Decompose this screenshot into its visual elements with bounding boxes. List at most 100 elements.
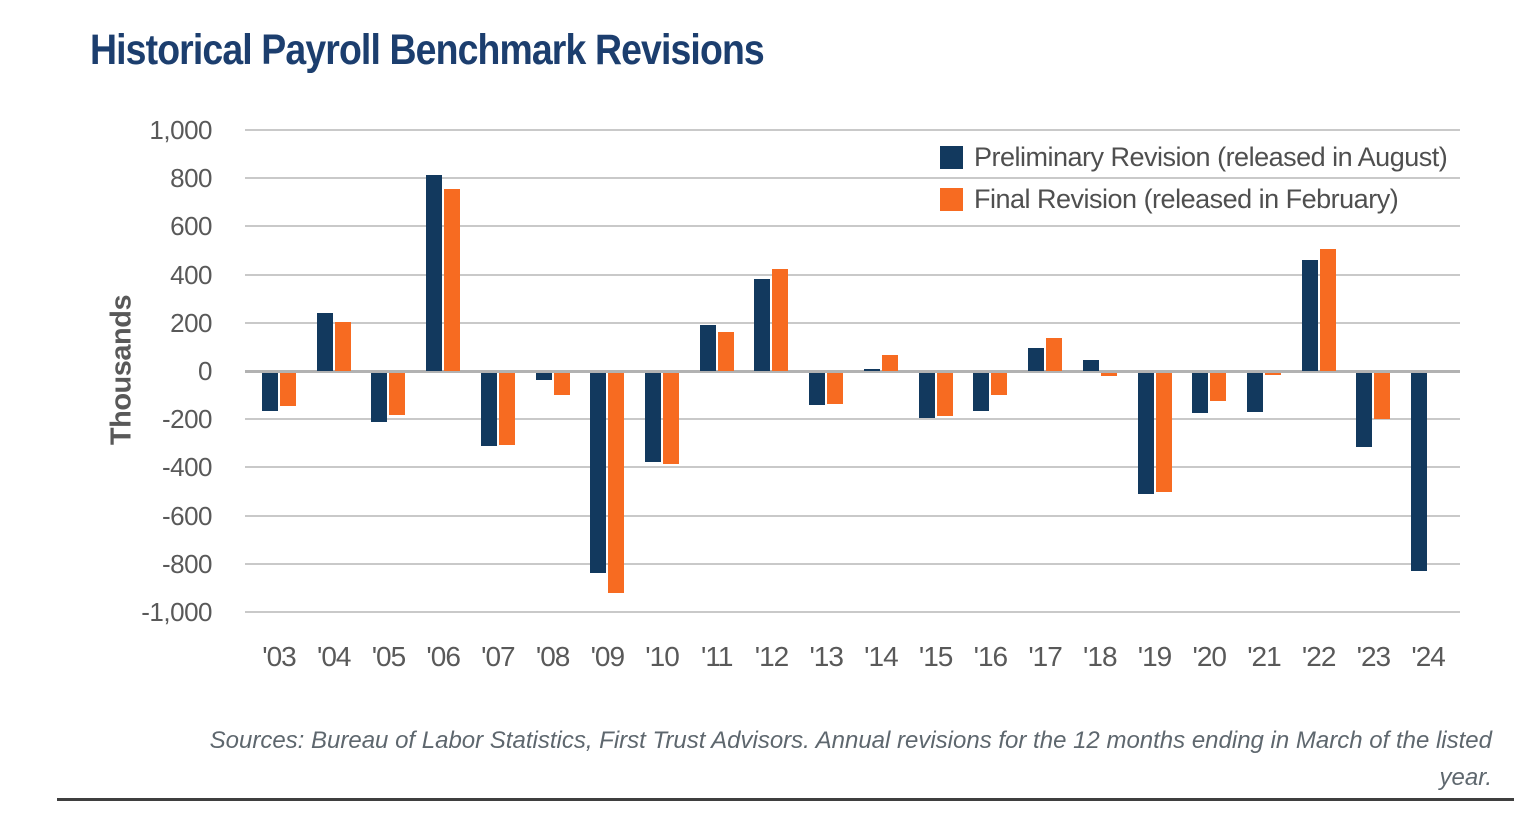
x-tick-label: '18 [1083,641,1118,672]
plot-area [245,129,1460,613]
bar-final-19 [1155,372,1172,492]
x-tick-label: '10 [645,641,680,672]
bar-final-17 [1046,338,1063,371]
gridline [245,514,1460,517]
y-tick-label: -600 [161,500,213,531]
gridline [245,225,1460,228]
bar-preliminary-22 [1301,260,1318,371]
bar-preliminary-11 [699,325,716,371]
y-tick-label: -200 [161,404,213,435]
source-note-line2: year. [1439,764,1492,791]
bar-final-22 [1319,249,1336,371]
gridline [245,321,1460,324]
x-tick-label: '09 [590,641,626,672]
bar-preliminary-16 [973,372,990,412]
legend-item-preliminary: Preliminary Revision (released in August… [938,140,1456,175]
x-tick-label: '20 [1192,641,1227,672]
x-tick-label: '03 [262,641,297,672]
y-tick-label: -800 [161,548,213,579]
bar-final-23 [1374,372,1391,420]
y-axis-tick-labels: 1,000 800 600 400 200 0 -200 -400 -600 -800 -1,000 [100,0,212,826]
source-note-line1: Sources: Bureau of Labor Statistics, Fir… [209,727,1492,754]
bar-preliminary-24 [1411,372,1428,572]
gridline [245,129,1460,131]
bar-preliminary-07 [480,372,497,446]
bar-final-05 [389,372,406,415]
bar-final-09 [608,372,625,593]
bar-final-10 [663,372,680,465]
gridline [245,273,1460,276]
x-tick-label: '16 [973,641,1009,672]
x-tick-label: '11 [701,641,733,672]
bar-final-06 [444,189,461,371]
bar-preliminary-10 [645,372,662,462]
bar-preliminary-05 [371,372,388,422]
x-tick-label: '14 [864,641,899,672]
x-tick-label: '19 [1137,641,1173,672]
x-tick-label: '08 [535,641,571,672]
legend: Preliminary Revision (released in August… [938,140,1456,224]
y-tick-label: -400 [161,452,213,483]
bar-preliminary-03 [262,372,278,412]
x-tick-label: '23 [1356,641,1392,672]
y-tick-label: -1,000 [141,597,212,627]
bar-final-12 [772,268,789,371]
bar-final-20 [1210,372,1227,402]
final-swatch-icon [940,188,963,211]
bar-preliminary-14 [863,368,880,371]
x-tick-label: '06 [426,641,461,672]
bar-preliminary-06 [426,174,443,371]
bottom-divider [57,798,1514,801]
x-tick-label: '05 [371,641,407,672]
x-tick-label: '21 [1247,641,1282,672]
bar-final-14 [881,355,898,371]
bar-preliminary-04 [316,313,333,371]
y-tick-label: 0 [198,356,212,386]
bar-final-11 [717,332,734,371]
y-tick-label: 200 [170,307,212,338]
bar-preliminary-18 [1082,360,1099,371]
legend-label-final: Final Revision (released in February) [974,184,1399,214]
bar-final-08 [553,372,570,396]
bar-final-21 [1264,372,1281,375]
bar-preliminary-19 [1137,372,1154,495]
bar-preliminary-09 [590,372,607,573]
bar-preliminary-21 [1246,372,1263,413]
bar-final-18 [1100,372,1117,377]
bar-preliminary-13 [809,372,826,406]
bar-final-13 [827,372,844,404]
y-tick-label: 800 [170,163,212,194]
chart-title: Historical Payroll Benchmark Revisions [90,26,765,74]
x-tick-label: '24 [1411,641,1446,672]
y-tick-label: 400 [170,259,212,290]
legend-label-preliminary: Preliminary Revision (released in August… [974,142,1448,172]
bar-final-16 [991,372,1008,396]
bar-final-04 [334,321,351,371]
x-tick-label: '04 [316,641,352,672]
gridline [245,562,1460,565]
x-tick-label: '15 [918,641,954,672]
bar-preliminary-23 [1356,372,1373,448]
x-tick-label: '13 [809,641,844,672]
y-tick-label: 600 [170,211,212,242]
zero-axis-line [245,369,1460,373]
y-tick-label: 1,000 [149,115,212,145]
gridline [245,611,1460,613]
gridline [245,418,1460,421]
bar-preliminary-08 [535,372,552,380]
bar-preliminary-15 [918,372,935,419]
legend-item-final: Final Revision (released in February) [938,182,1407,217]
bar-final-03 [280,372,296,407]
preliminary-swatch-icon [940,146,963,169]
gridline [245,466,1460,469]
gridline [245,177,1460,180]
x-tick-label: '12 [754,641,790,672]
bar-final-15 [936,372,953,416]
x-tick-label: '22 [1301,641,1337,672]
bar-final-07 [498,372,515,445]
bar-preliminary-12 [754,279,771,371]
source-note: Sources: Bureau of Labor Statistics, Fir… [60,722,1492,796]
x-tick-label: '17 [1028,641,1063,672]
